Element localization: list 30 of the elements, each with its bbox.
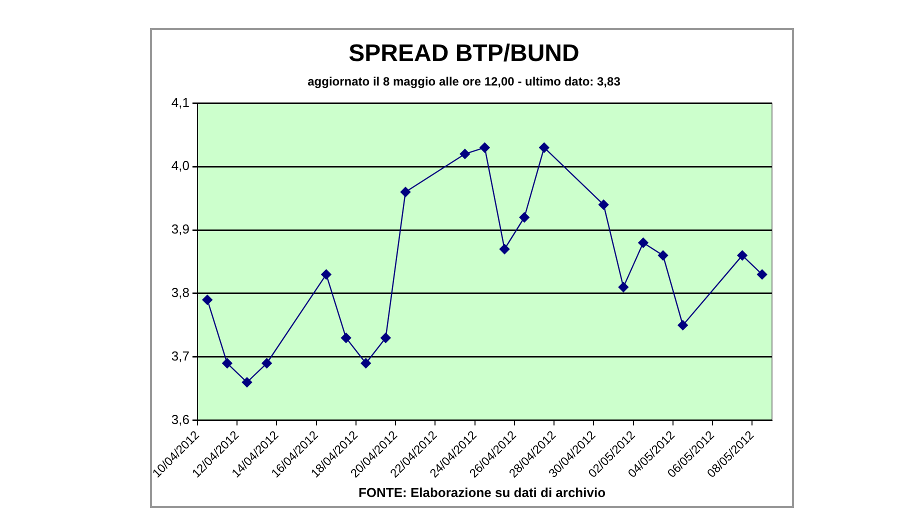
- point: [360, 358, 371, 368]
- point: [678, 320, 688, 330]
- point: [618, 282, 629, 292]
- point: [321, 269, 332, 280]
- point: [242, 377, 252, 388]
- chart-title: SPREAD BTP/BUND: [348, 40, 580, 68]
- source-note: FONTE: Elaborazione su dati di archivio: [358, 485, 606, 500]
- point: [598, 200, 609, 210]
- point: [480, 142, 490, 153]
- y-tick-label: 3,6: [171, 412, 190, 427]
- point: [222, 358, 232, 368]
- point: [658, 250, 668, 261]
- point: [380, 332, 391, 343]
- y-tick-label: 3,8: [171, 285, 190, 300]
- point: [539, 142, 550, 153]
- point: [400, 186, 411, 198]
- point: [202, 294, 212, 305]
- y-tick-label: 4,0: [171, 158, 190, 174]
- point: [519, 212, 530, 222]
- point: [262, 358, 272, 368]
- point: [499, 244, 510, 254]
- point: [460, 148, 470, 160]
- chart-subtitle: aggiornato il 8 maggio alle ore 12,00 - ultimo dato: 3,83: [308, 74, 621, 88]
- y-tick-label: 3,9: [171, 222, 190, 237]
- y-tick-label: 4,1: [171, 94, 190, 110]
- point: [340, 332, 352, 343]
- point: [737, 250, 748, 261]
- y-tick-label: 3,7: [171, 348, 190, 364]
- point: [756, 269, 768, 280]
- point: [638, 238, 648, 248]
